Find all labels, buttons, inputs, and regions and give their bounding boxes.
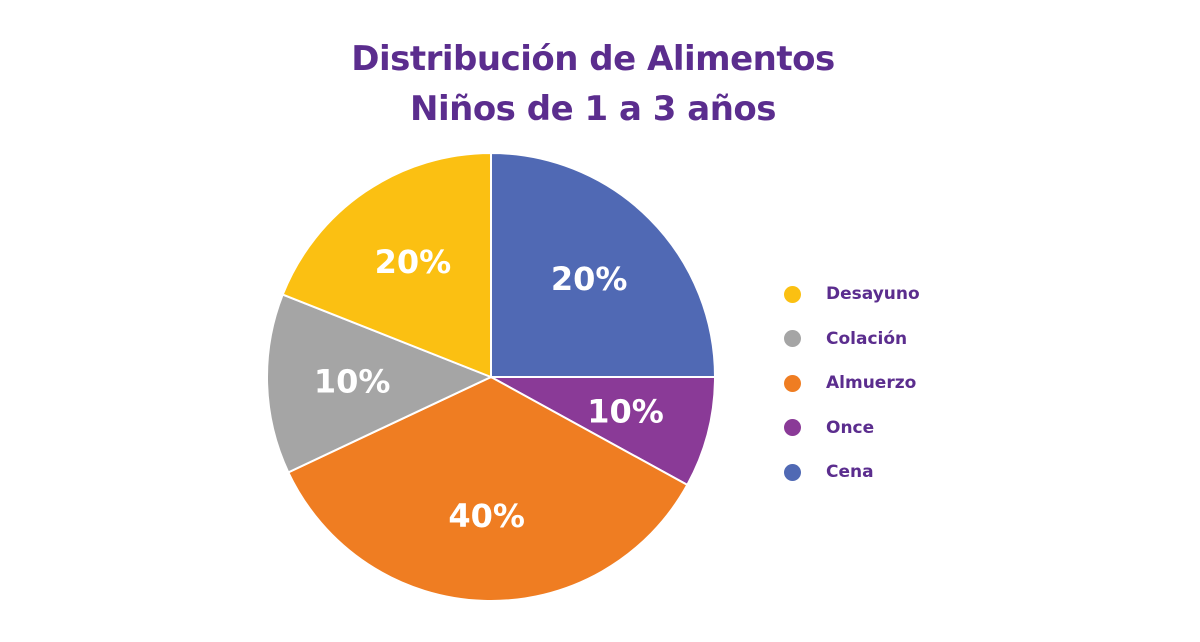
legend-item-desayuno: Desayuno (784, 272, 920, 317)
legend-item-once: Once (784, 406, 920, 451)
legend-label-colacion: Colación (826, 328, 908, 349)
slice-label-once: 10% (587, 393, 664, 431)
slice-label-almuerzo: 40% (448, 497, 525, 535)
legend-swatch-cena (784, 463, 801, 481)
chart-subtitle: Niños de 1 a 3 años (410, 89, 777, 129)
legend-swatch-almuerzo (784, 374, 801, 392)
legend-swatch-desayuno (784, 285, 801, 303)
pie-slice-colacion (266, 293, 494, 474)
legend-swatch-colacion (784, 330, 801, 348)
legend-swatch-once (784, 419, 801, 437)
pie-slice-once (490, 376, 717, 487)
legend: Desayuno Colación Almuerzo Once Cena (784, 272, 920, 495)
pie-slices (266, 151, 717, 602)
legend-label-once: Once (826, 417, 875, 438)
pie-slice-almuerzo (286, 375, 689, 602)
legend-item-cena: Cena (784, 450, 920, 495)
slice-label-colacion: 10% (314, 362, 391, 400)
legend-label-cena: Cena (826, 462, 874, 483)
pie-slice-labels: 20% 10% 40% 10% 20% (314, 243, 664, 535)
pie-slice-desayuno (281, 151, 492, 379)
legend-item-colacion: Colación (784, 317, 920, 362)
chart-title-line-1: Distribución de Alimentos (351, 39, 835, 79)
legend-label-almuerzo: Almuerzo (826, 373, 917, 394)
chart-title: Distribución de Alimentos Niños de 1 a 3… (0, 34, 1186, 134)
legend-item-almuerzo: Almuerzo (784, 361, 920, 406)
legend-label-desayuno: Desayuno (826, 284, 920, 305)
slice-label-cena: 20% (551, 260, 628, 298)
slice-label-desayuno: 20% (375, 243, 452, 281)
pie-slice-cena (490, 151, 717, 378)
